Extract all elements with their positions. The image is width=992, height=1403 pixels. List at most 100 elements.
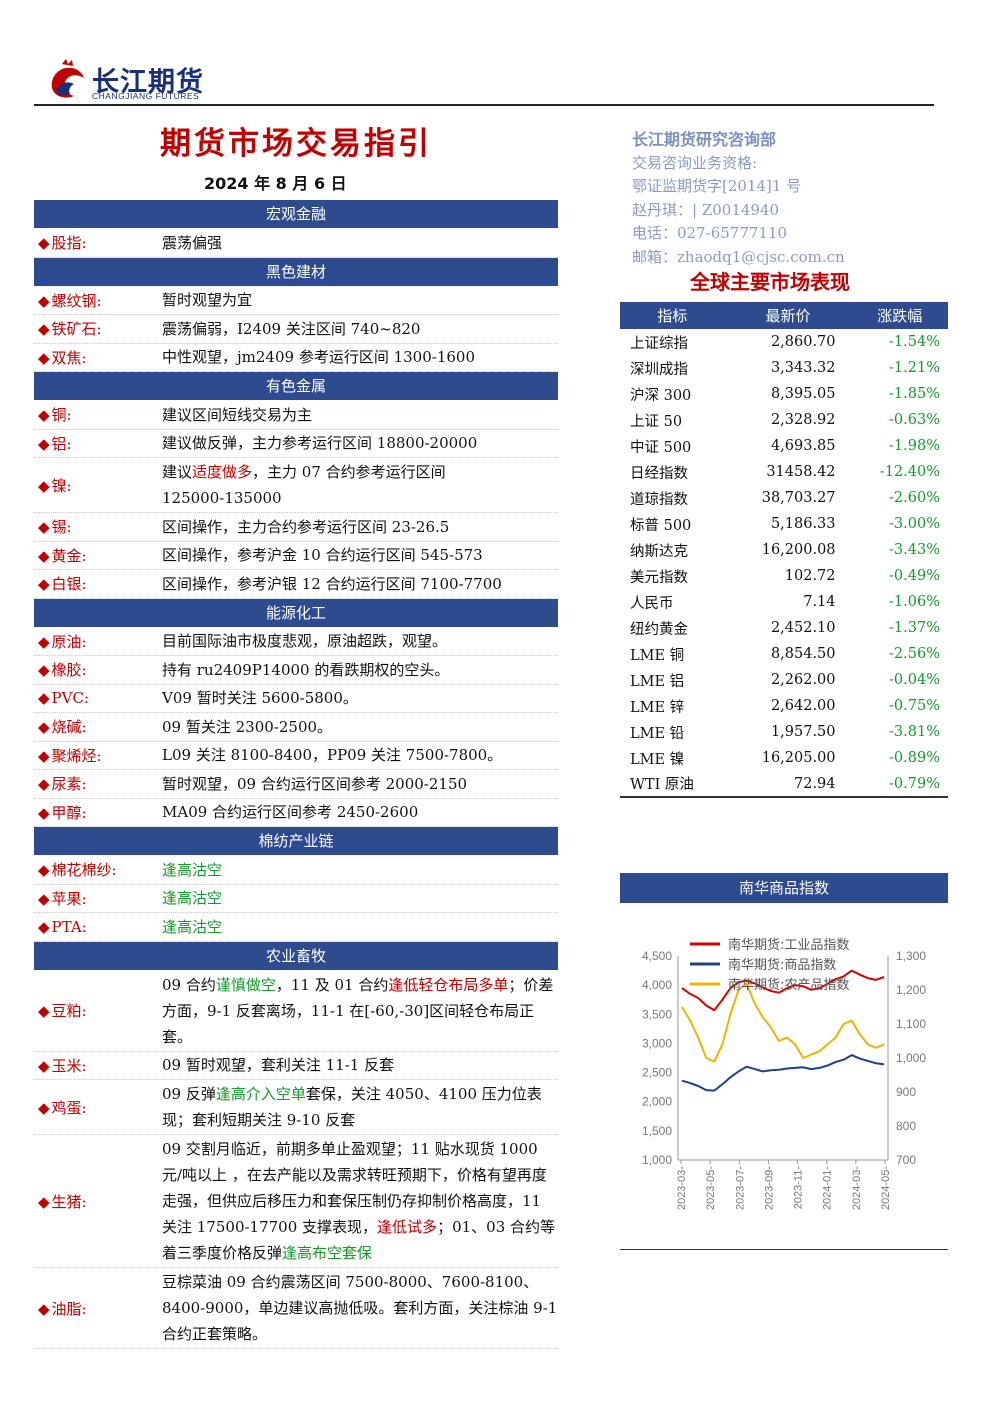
cell-change: -3.81% xyxy=(889,724,940,740)
right-tick-label: 800 xyxy=(896,1119,916,1133)
cell-change: -0.04% xyxy=(889,672,940,688)
cell-price: 2,328.92 xyxy=(770,412,836,428)
cell-change: -2.56% xyxy=(889,646,940,662)
row-urea: ◆ 尿素: 暂时观望，09 合约运行区间参考 2000-2150 xyxy=(34,770,558,799)
row-silver: ◆ 白银: 区间操作，参考沪银 12 合约运行区间 7100-7700 xyxy=(34,570,558,599)
diamond-icon: ◆ xyxy=(38,291,50,310)
diamond-icon: ◆ xyxy=(38,1299,50,1318)
table-row: WTI 原油 72.94 -0.79% xyxy=(620,771,948,798)
cell-name: WTI 原油 xyxy=(620,771,725,798)
department-name: 长江期货研究咨询部 xyxy=(632,130,777,149)
row-polyolefin: ◆ 聚烯烃: L09 关注 8100-8400，PP09 关注 7500-7800… xyxy=(34,742,558,770)
cell-name: 沪深 300 xyxy=(630,387,692,404)
section-cotton: 棉纺产业链 xyxy=(34,827,558,856)
row-iron-ore: ◆ 铁矿石: 震荡偏弱，I2409 关注区间 740~820 xyxy=(34,315,558,344)
table-row: 纳斯达克 16,200.08 -3.43% xyxy=(620,537,948,563)
table-row: LME 铝 2,262.00 -0.04% xyxy=(620,667,948,693)
diamond-icon: ◆ xyxy=(38,803,50,822)
cell-price: 31458.42 xyxy=(766,464,836,480)
cell-change: -1.98% xyxy=(889,438,940,454)
cell-price: 2,452.10 xyxy=(770,620,836,636)
diamond-icon: ◆ xyxy=(38,661,50,680)
row-stock-index: ◆ 股指: 震荡偏强 xyxy=(34,229,558,258)
diamond-icon: ◆ xyxy=(38,406,50,425)
left-tick-label: 1,500 xyxy=(642,1124,672,1138)
diamond-icon: ◆ xyxy=(38,320,50,339)
row-rubber: ◆ 橡胶: 持有 ru2409P14000 的看跌期权的空头。 xyxy=(34,656,558,685)
cell-price: 7.14 xyxy=(803,594,836,610)
cell-name: LME 铅 xyxy=(630,725,685,742)
row-egg: ◆ 鸡蛋: 09 反弹逢高介入空单套保，关注 4050、4100 压力位表现；套利… xyxy=(34,1080,558,1135)
legend-label-2: 南华期货:农产品指数 xyxy=(728,977,849,993)
diamond-icon: ◆ xyxy=(38,889,50,908)
diamond-icon: ◆ xyxy=(38,234,50,253)
table-row: 纽约黄金 2,452.10 -1.37% xyxy=(620,615,948,641)
diamond-icon: ◆ xyxy=(38,546,50,565)
dragon-logo-icon xyxy=(51,59,84,98)
cell-price: 16,205.00 xyxy=(761,750,836,766)
cell-name: 上证 50 xyxy=(630,413,683,430)
cell-price: 5,186.33 xyxy=(770,516,836,532)
phone: 电话：027-65777110 xyxy=(632,224,788,242)
row-soymeal: ◆ 豆粕: 09 合约谨慎做空，11 及 01 合约逢低轻仓布局多单；价差方面，9… xyxy=(34,971,558,1052)
contact-block: 长江期货研究咨询部 交易咨询业务资格: 鄂证监期货字[2014]1 号 赵丹琪：… xyxy=(632,128,952,269)
legend-label-1: 南华期货:商品指数 xyxy=(728,957,836,973)
series-line-2 xyxy=(681,982,885,1063)
row-oils: ◆ 油脂: 豆棕菜油 09 合约震荡区间 7500-8000、7600-8100、… xyxy=(34,1268,558,1349)
cell-change: -1.54% xyxy=(889,334,940,350)
right-tick-label: 900 xyxy=(896,1085,916,1099)
left-tick-label: 2,000 xyxy=(642,1095,672,1109)
cell-price: 102.72 xyxy=(784,568,836,584)
diamond-icon: ◆ xyxy=(38,518,50,537)
diamond-icon: ◆ xyxy=(38,476,50,495)
qualification-label: 交易咨询业务资格: xyxy=(632,153,758,172)
cell-price: 16,200.08 xyxy=(761,542,836,558)
cell-name: 上证综指 xyxy=(630,335,688,352)
cell-price: 8,854.50 xyxy=(770,646,836,662)
left-tick-label: 3,500 xyxy=(642,1007,672,1021)
left-tick-label: 2,500 xyxy=(642,1066,672,1080)
right-tick-label: 1,100 xyxy=(896,1017,926,1031)
diamond-icon: ◆ xyxy=(38,718,50,737)
table-header-row: 指标 最新价 涨跌幅 xyxy=(620,302,948,329)
table-row: 深圳成指 3,343.32 -1.21% xyxy=(620,355,948,381)
right-tick-label: 1,000 xyxy=(896,1051,926,1065)
row-cotton-yarn: ◆ 棉花棉纱: 逢高沽空 xyxy=(34,856,558,885)
section-agri: 农业畜牧 xyxy=(34,941,558,971)
chart-bottom-divider xyxy=(620,1249,948,1250)
nanhua-index-title: 南华商品指数 xyxy=(620,873,948,903)
left-tick-label: 4,000 xyxy=(642,978,672,992)
cell-price: 2,642.00 xyxy=(770,698,836,714)
row-methanol: ◆ 甲醇: MA09 合约运行区间参考 2450-2600 xyxy=(34,799,558,827)
cell-price: 72.94 xyxy=(724,771,852,798)
cell-change: -1.21% xyxy=(889,360,940,376)
series-line-0 xyxy=(681,969,885,1012)
row-crude: ◆ 原油: 目前国际油市极度悲观，原油超跌，观望。 xyxy=(34,628,558,656)
table-row: 日经指数 31458.42 -12.40% xyxy=(620,459,948,485)
trading-guide-table: 宏观金融 ◆ 股指: 震荡偏强 黑色建材 ◆ 螺纹钢: 暂时观望为宜 ◆ 铁矿石: 震… xyxy=(34,200,558,1349)
row-rebar: ◆ 螺纹钢: 暂时观望为宜 xyxy=(34,287,558,315)
cell-name: 深圳成指 xyxy=(630,361,688,378)
section-macro: 宏观金融 xyxy=(34,200,558,229)
cell-price: 2,860.70 xyxy=(770,334,836,350)
cell-name: 道琼指数 xyxy=(630,491,688,508)
cell-name: 人民币 xyxy=(630,595,674,612)
global-market-table: 指标 最新价 涨跌幅 上证综指 2,860.70 -1.54% 深圳成指 3,343.3… xyxy=(620,302,948,798)
row-coke: ◆ 双焦: 中性观望，jm2409 参考运行区间 1300-1600 xyxy=(34,344,558,372)
cell-change: -0.63% xyxy=(889,412,940,428)
row-corn: ◆ 玉米: 09 暂时观望，套利关注 11-1 反套 xyxy=(34,1052,558,1080)
legend-label-0: 南华期货:工业品指数 xyxy=(728,937,849,953)
cell-change: -3.00% xyxy=(889,516,940,532)
x-tick-label: 2023-05- xyxy=(705,1166,717,1210)
nanhua-index-chart: 4,500 4,000 3,500 3,000 2,500 2,000 1,500 1,000… xyxy=(642,937,926,1210)
diamond-icon: ◆ xyxy=(38,861,50,880)
x-tick-label: 2024-05- xyxy=(880,1166,892,1210)
diamond-icon: ◆ xyxy=(38,917,50,936)
table-row: 中证 500 4,693.85 -1.98% xyxy=(620,433,948,459)
table-row: LME 镍 16,205.00 -0.89% xyxy=(620,745,948,771)
row-gold: ◆ 黄金: 区间操作，参考沪金 10 合约运行区间 545-573 xyxy=(34,542,558,570)
diamond-icon: ◆ xyxy=(38,775,50,794)
cell-price: 3,343.32 xyxy=(770,360,836,376)
cell-change: -0.89% xyxy=(889,750,940,766)
diamond-icon: ◆ xyxy=(38,575,50,594)
